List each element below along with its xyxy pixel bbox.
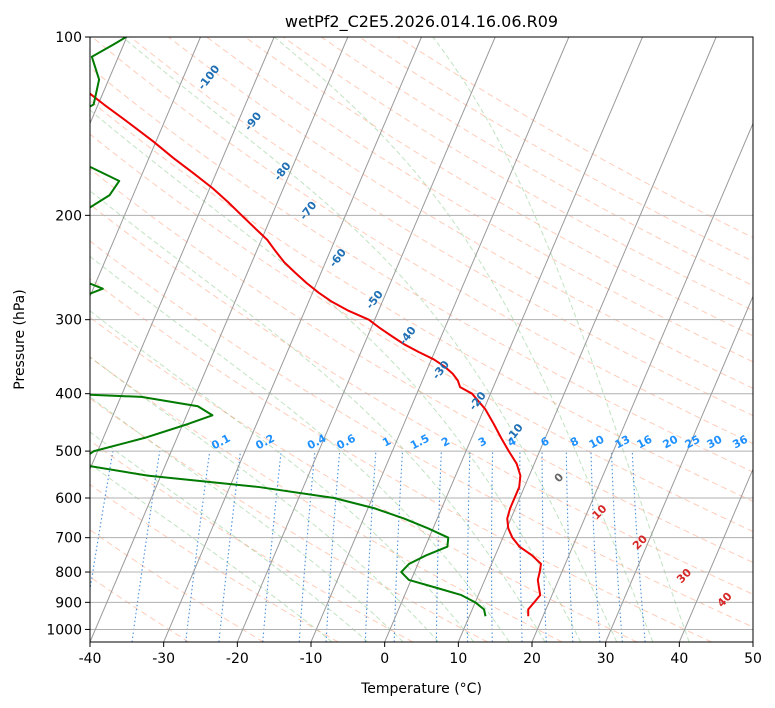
dry-adiabat [168, 37, 753, 389]
isotherms [90, 37, 753, 642]
dry-adiabat [90, 133, 753, 533]
moist-adiabat [90, 310, 475, 642]
y-tick-label: 400 [55, 387, 82, 403]
mixing-ratio-label: 13 [613, 433, 633, 452]
chart-title: wetPf2_C2E5.2026.014.16.06.R09 [285, 12, 558, 32]
mixing-ratio-label: 20 [661, 433, 681, 452]
y-tick-label: 1000 [46, 622, 82, 638]
dry-adiabat [90, 356, 563, 642]
mixing-ratio-label: 25 [683, 433, 703, 452]
plot-frame [89, 36, 754, 643]
y-tick-label: 300 [55, 313, 82, 329]
y-tick-label: 600 [55, 491, 82, 507]
isotherm [457, 37, 717, 642]
moist-adiabat [90, 255, 510, 642]
x-tick-label: 10 [449, 651, 467, 667]
temperature-profile [90, 92, 542, 617]
dry-adiabat [130, 37, 753, 417]
mixing-ratio-label: 16 [635, 433, 655, 452]
y-tick-label: 200 [55, 208, 82, 224]
dry-adiabat [90, 316, 638, 642]
x-tick-label: 40 [670, 651, 688, 667]
y-tick-label: 700 [55, 531, 82, 547]
isotherm [163, 37, 422, 642]
isotherm [310, 37, 570, 642]
mixing-ratio-line [90, 451, 114, 594]
profiles [90, 37, 542, 617]
isotherm [605, 295, 753, 642]
isotherm [236, 37, 496, 642]
mixing-ratio-label: 10 [587, 433, 607, 452]
y-tick-label: 100 [55, 30, 82, 46]
dry-adiabat [90, 203, 753, 595]
isotherm [384, 37, 643, 642]
x-axis-label: Temperature (°C) [360, 681, 482, 697]
isotherm [531, 122, 753, 642]
mixing-ratio-line [262, 451, 282, 642]
x-tick-label: -10 [300, 651, 323, 667]
plot-area [90, 37, 753, 642]
mixing-ratio-line [185, 451, 211, 642]
y-axis: 100 200 300 400 500 600 700 800 900 1000 [46, 30, 90, 638]
pressure-grid [90, 37, 753, 630]
dry-adiabat [91, 37, 753, 445]
x-axis: -40 -30 -20 -10 0 10 20 30 40 50 [79, 642, 762, 667]
mixing-ratio-line [218, 451, 242, 642]
mixing-ratio-label: 36 [730, 433, 750, 452]
dry-adiabat [282, 37, 753, 312]
y-axis-label: Pressure (hPa) [12, 289, 28, 389]
x-tick-label: -20 [226, 651, 249, 667]
x-tick-label: 20 [523, 651, 541, 667]
dry-adiabat [244, 37, 753, 337]
isotherm [90, 37, 201, 298]
moist-adiabat [432, 37, 690, 642]
dewpoint-profile [90, 37, 487, 617]
dry-adiabat [90, 529, 264, 642]
y-tick-label: 800 [55, 565, 82, 581]
moist-adiabat [90, 190, 546, 642]
y-tick-label: 500 [55, 444, 82, 460]
dry-adiabat [90, 240, 753, 628]
y-tick-label: 900 [55, 595, 82, 611]
dry-adiabat [90, 483, 339, 642]
x-tick-label: 30 [597, 651, 615, 667]
x-tick-label: 0 [380, 651, 389, 667]
x-tick-label: -40 [79, 651, 102, 667]
x-tick-label: -30 [152, 651, 175, 667]
dry-adiabat [90, 278, 712, 642]
dry-adiabat [90, 99, 753, 502]
mixing-ratio-label: 30 [705, 433, 725, 452]
moist-adiabat [90, 463, 333, 642]
isotherm [678, 467, 753, 642]
moist-adiabat [122, 37, 618, 642]
moist-adiabat [90, 431, 368, 642]
isotherm [90, 37, 275, 471]
moist-adiabat [273, 37, 654, 642]
isotherm [90, 37, 349, 642]
x-tick-label: 50 [744, 651, 762, 667]
